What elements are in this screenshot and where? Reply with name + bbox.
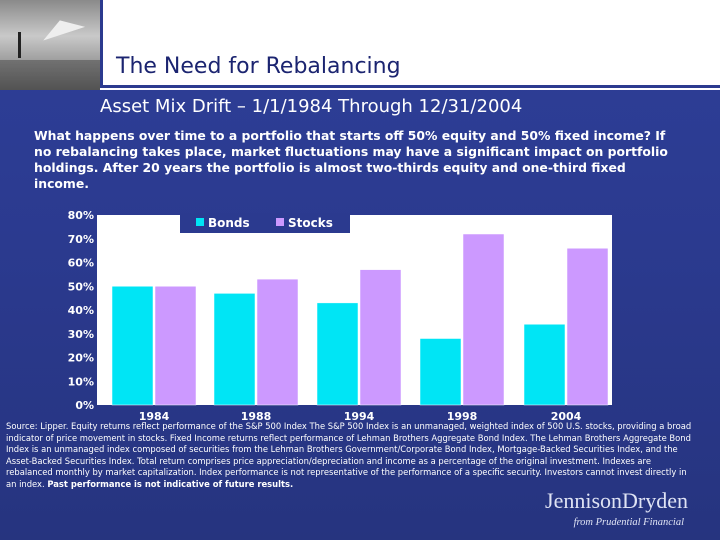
- y-tick-label: 0%: [75, 399, 94, 412]
- slide-subtitle: Asset Mix Drift – 1/1/1984 Through 12/31…: [100, 96, 523, 117]
- bonds-bar: [523, 324, 566, 406]
- brand-name: JennisonDryden: [545, 488, 688, 513]
- disclaimer-text: Past performance is not indicative of fu…: [47, 478, 294, 489]
- x-tick-label: 1984: [139, 410, 170, 423]
- stocks-data-label: 57%: [368, 257, 394, 269]
- legend-swatch-stocks: [276, 218, 284, 226]
- bonds-bar: [419, 338, 462, 406]
- x-tick-label: 2004: [551, 410, 582, 423]
- stocks-data-label: 66%: [575, 235, 601, 247]
- bonds-bar: [213, 293, 256, 406]
- bonds-data-label: 47%: [222, 280, 248, 292]
- y-tick-label: 30%: [68, 328, 94, 341]
- photo-post: [18, 32, 21, 58]
- header-photo: [0, 0, 100, 90]
- y-tick-label: 80%: [68, 209, 94, 222]
- intro-paragraph: What happens over time to a portfolio th…: [34, 128, 668, 191]
- y-tick-label: 50%: [68, 280, 94, 293]
- photo-ground: [0, 60, 100, 90]
- stocks-bar: [154, 286, 197, 406]
- y-tick-label: 60%: [68, 257, 94, 270]
- legend-label-stocks: Stocks: [288, 216, 333, 230]
- bonds-data-label: 34%: [532, 311, 558, 323]
- x-tick-label: 1998: [447, 410, 478, 423]
- stocks-bar: [566, 248, 609, 406]
- stocks-bar: [359, 269, 402, 406]
- y-tick-label: 40%: [68, 304, 94, 317]
- brand-tagline: from Prudential Financial: [573, 517, 684, 528]
- x-tick-label: 1988: [241, 410, 272, 423]
- y-tick-label: 10%: [68, 375, 94, 388]
- y-tick-label: 70%: [68, 233, 94, 246]
- bonds-data-label: 43%: [325, 290, 351, 302]
- legend-box: [180, 213, 350, 233]
- stocks-bar: [256, 278, 299, 406]
- legend-label-bonds: Bonds: [208, 216, 250, 230]
- bonds-bar: [111, 286, 154, 406]
- slide-title: The Need for Rebalancing: [116, 54, 401, 79]
- bonds-data-label: 50%: [120, 273, 146, 285]
- bonds-bar: [316, 302, 359, 406]
- bonds-data-label: 28%: [428, 326, 454, 338]
- stocks-data-label: 72%: [471, 221, 497, 233]
- stocks-data-label: 53%: [265, 266, 291, 278]
- title-divider-vertical: [100, 0, 103, 88]
- x-tick-label: 1994: [344, 410, 375, 423]
- title-divider-horizontal: [100, 85, 720, 88]
- source-footnote: Source: Lipper. Equity returns reflect p…: [6, 421, 696, 490]
- legend-swatch-bonds: [196, 218, 204, 226]
- y-tick-label: 20%: [68, 352, 94, 365]
- brand-logo: JennisonDryden from Prudential Financial: [542, 488, 712, 532]
- title-band: [0, 0, 720, 90]
- source-text: Source: Lipper. Equity returns reflect p…: [6, 421, 692, 489]
- stocks-data-label: 50%: [163, 273, 189, 285]
- stocks-bar: [462, 233, 505, 406]
